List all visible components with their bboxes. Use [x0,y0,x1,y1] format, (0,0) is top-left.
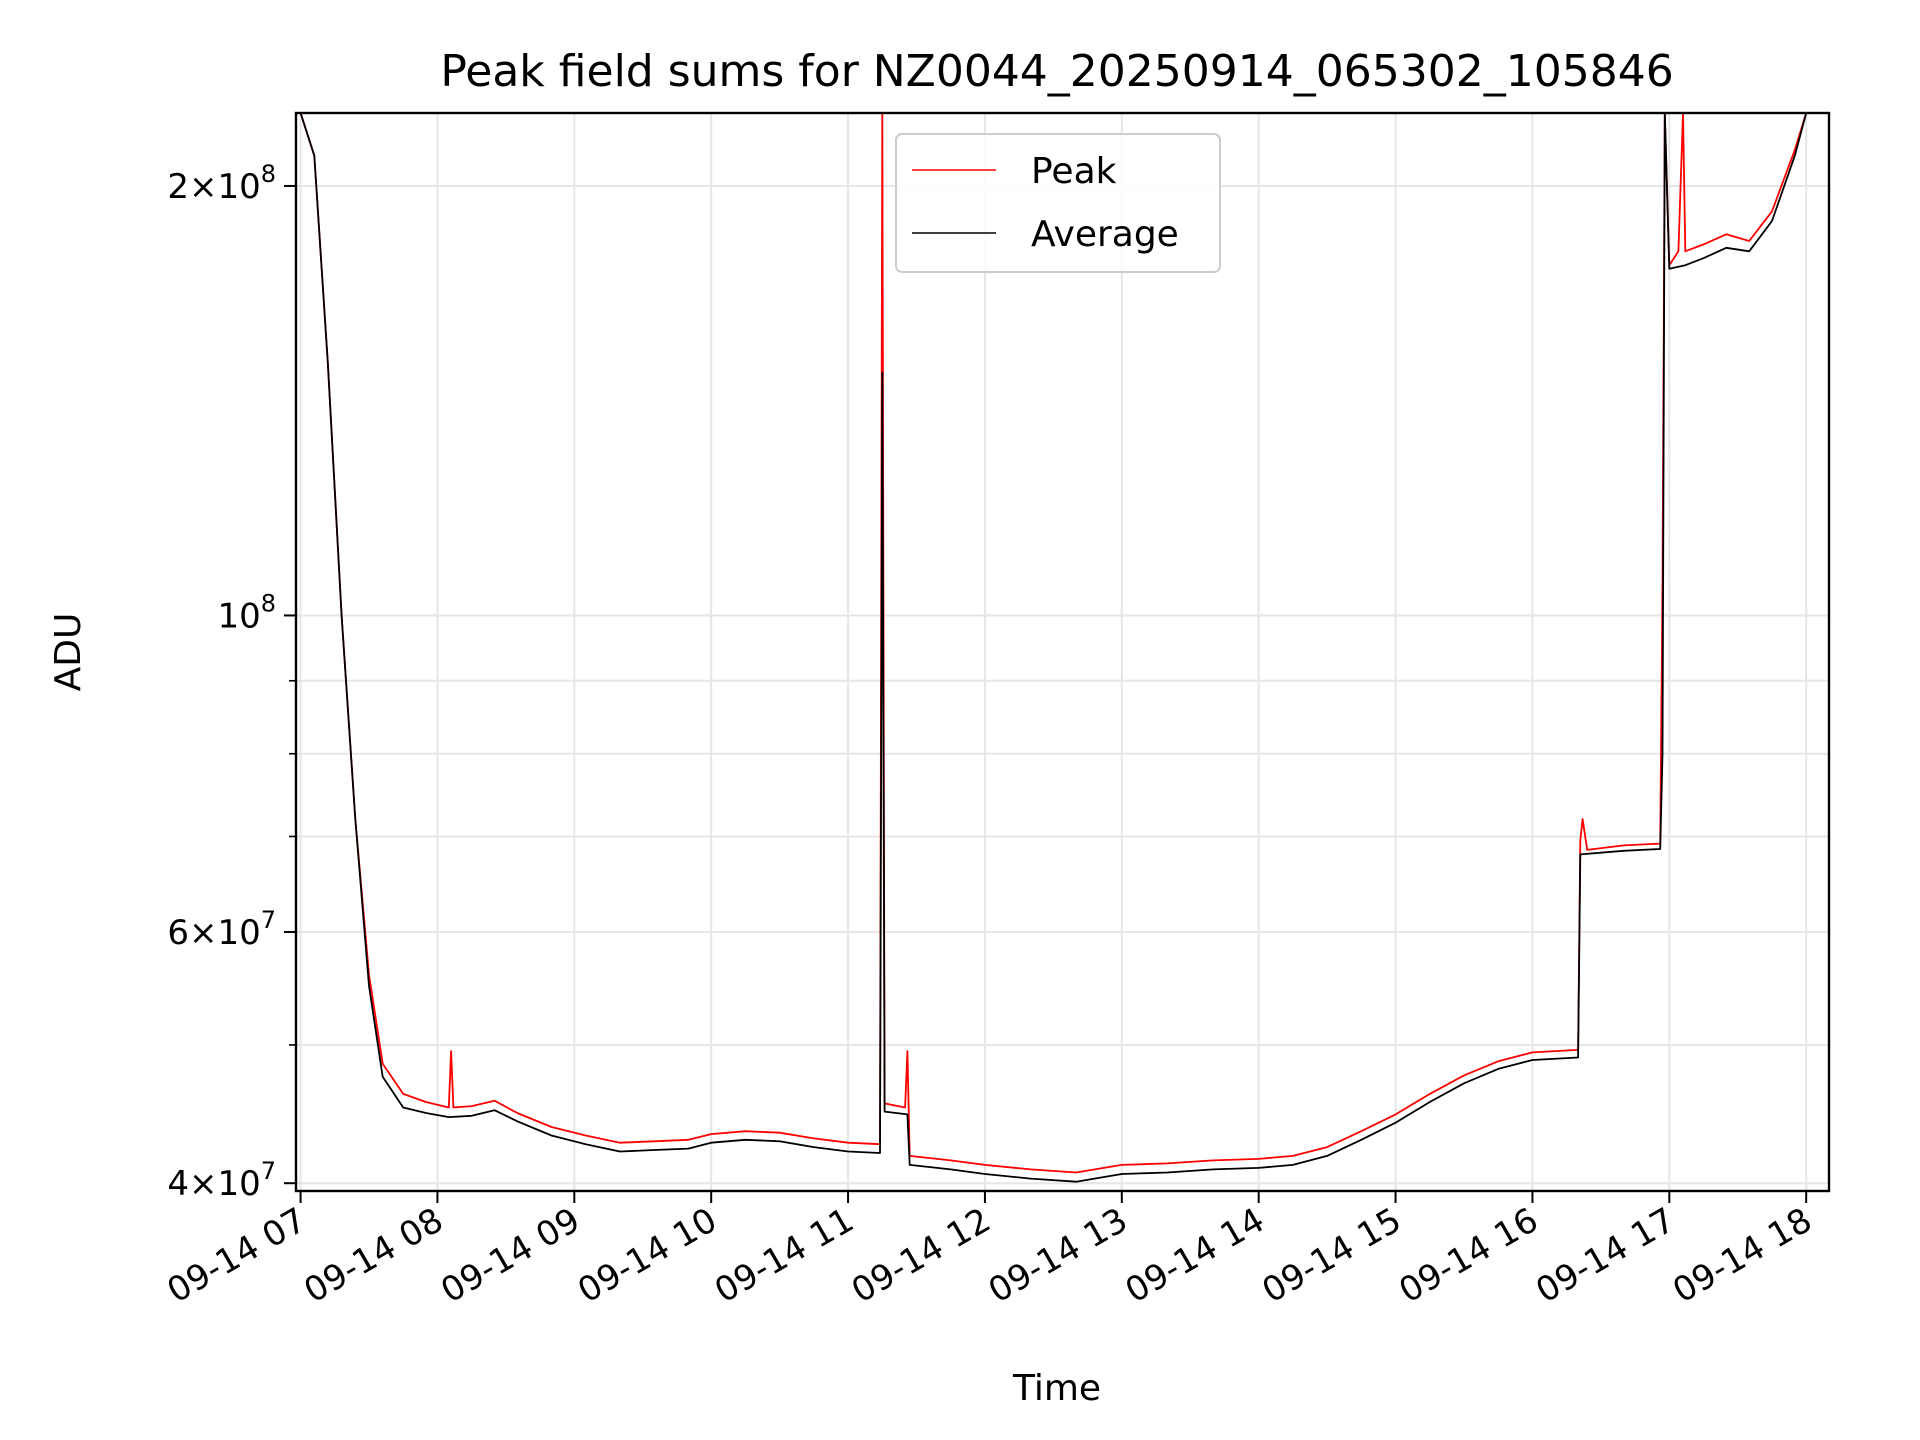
y-tick-label: 2×108 [167,160,276,207]
legend: Peak Average [895,133,1221,273]
plot-frame [294,111,1831,1193]
y-tick-label: 4×107 [167,1157,276,1204]
legend-label-average: Average [1031,214,1179,255]
series-layer [299,113,1808,1183]
y-tick-label: 108 [217,589,276,636]
legend-box [895,133,1221,273]
chart-title: Peak field sums for NZ0044_20250914_0653… [440,46,1673,97]
grid [296,113,1829,1191]
legend-label-peak: Peak [1031,151,1117,192]
x-axis-label: Time [1012,1368,1101,1409]
series-line-average [299,113,1808,1183]
y-axis-label: ADU [48,613,89,692]
y-axis: 4×107 6×107 108 2×108 [167,160,296,1204]
y-tick-label: 6×107 [167,906,276,953]
